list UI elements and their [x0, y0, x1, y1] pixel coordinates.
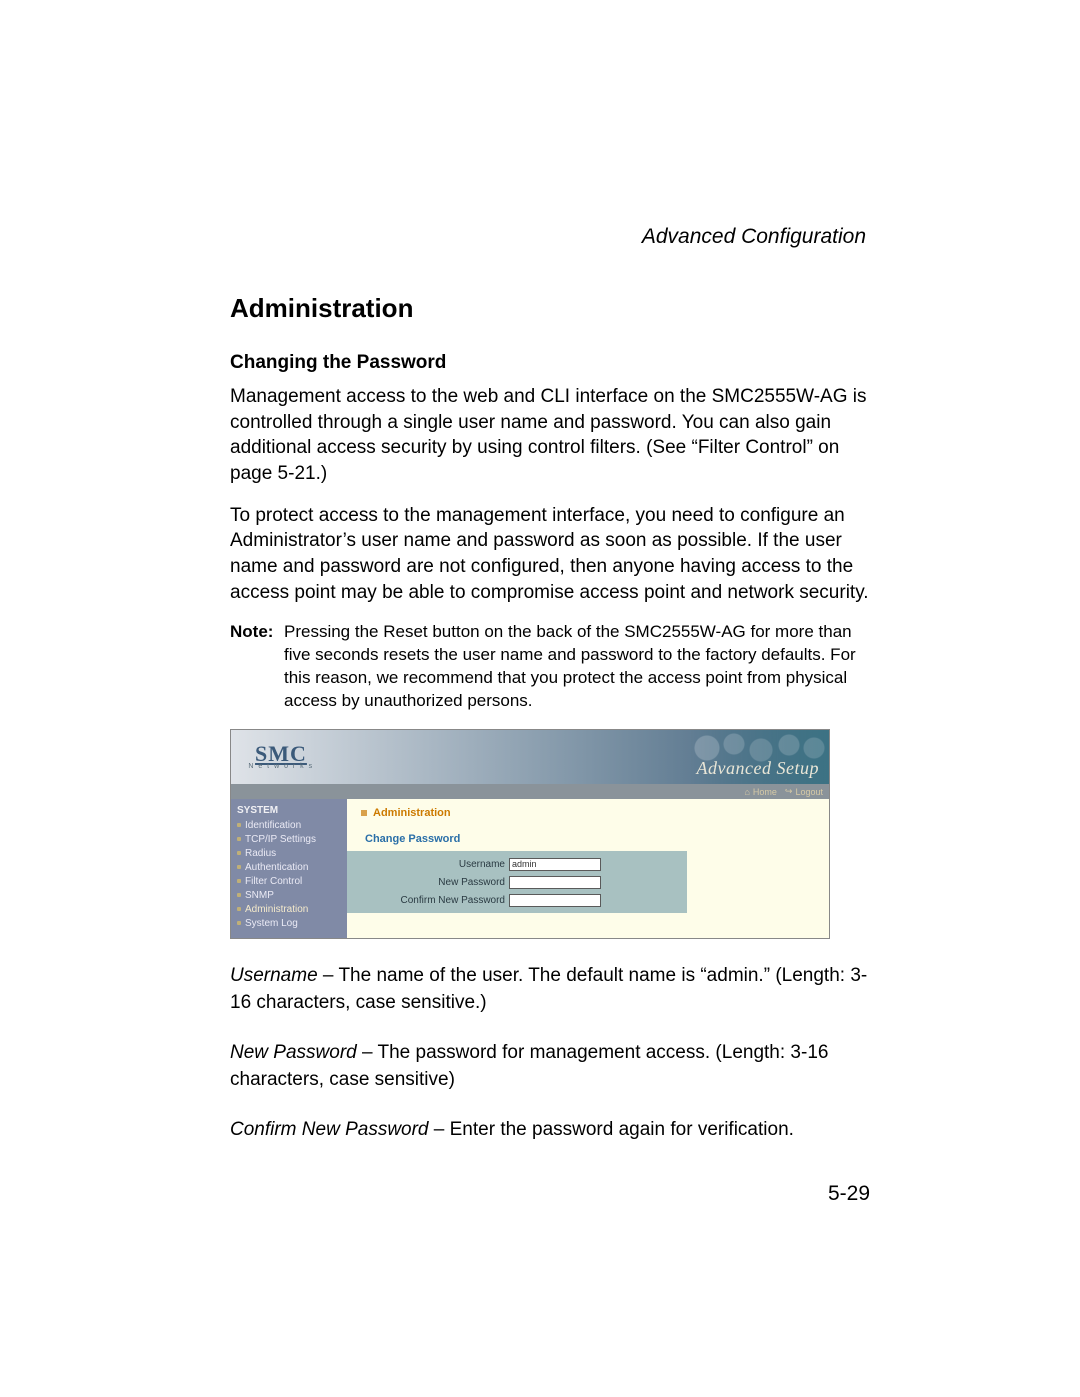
note-label: Note:	[230, 621, 284, 713]
sidebar-item[interactable]: Authentication	[231, 860, 347, 874]
screenshot-sidebar: SYSTEM IdentificationTCP/IP SettingsRadi…	[231, 799, 347, 938]
screenshot-body: SYSTEM IdentificationTCP/IP SettingsRadi…	[231, 799, 829, 938]
sidebar-item[interactable]: Identification	[231, 818, 347, 832]
banner-title-area: Advanced Setup	[331, 730, 829, 784]
field-definition: New Password – The password for manageme…	[230, 1040, 870, 1093]
note-block: Note: Pressing the Reset button on the b…	[230, 621, 870, 713]
embedded-screenshot: SMC N e t w o r k s Advanced Setup ⌂ Hom…	[230, 729, 830, 939]
field-term: Confirm New Password	[230, 1119, 429, 1140]
sidebar-heading: SYSTEM	[231, 803, 347, 818]
logout-label: Logout	[795, 787, 823, 797]
field-definition: Username – The name of the user. The def…	[230, 963, 870, 1016]
home-label: Home	[753, 787, 777, 797]
sidebar-item[interactable]: Radius	[231, 846, 347, 860]
form-input[interactable]	[509, 894, 601, 907]
banner-title: Advanced Setup	[697, 758, 819, 779]
field-term: New Password	[230, 1042, 357, 1063]
change-password-form: UsernameadminNew PasswordConfirm New Pas…	[347, 851, 687, 913]
paragraph: Management access to the web and CLI int…	[230, 384, 870, 487]
paragraph: To protect access to the management inte…	[230, 503, 870, 606]
subsection-title: Changing the Password	[230, 352, 870, 374]
page-number: 5-29	[230, 1182, 870, 1206]
content-subtitle: Change Password	[365, 833, 819, 845]
field-term: Username	[230, 965, 318, 986]
sidebar-item[interactable]: SNMP	[231, 888, 347, 902]
logout-icon: ↪	[785, 786, 793, 797]
home-link[interactable]: ⌂ Home	[744, 787, 776, 797]
logout-link[interactable]: ↪ Logout	[785, 786, 823, 797]
field-definition: Confirm New Password – Enter the passwor…	[230, 1117, 870, 1144]
form-label: Username	[347, 859, 509, 870]
form-input[interactable]	[509, 876, 601, 889]
home-icon: ⌂	[744, 787, 749, 797]
form-row: Usernameadmin	[347, 855, 687, 873]
sidebar-item[interactable]: Administration	[231, 902, 347, 916]
brand-logo-subtext: N e t w o r k s	[248, 763, 313, 770]
sidebar-item[interactable]: TCP/IP Settings	[231, 832, 347, 846]
sidebar-item[interactable]: System Log	[231, 916, 347, 930]
field-desc: – Enter the password again for verificat…	[429, 1119, 794, 1140]
screenshot-toolbar: ⌂ Home ↪ Logout	[231, 784, 829, 799]
note-body: Pressing the Reset button on the back of…	[284, 621, 870, 713]
section-title: Administration	[230, 293, 870, 324]
form-row: New Password	[347, 873, 687, 891]
screenshot-content: Administration Change Password Usernamea…	[347, 799, 829, 938]
brand-logo-text: SMC	[255, 744, 307, 764]
manual-page: Advanced Configuration Administration Ch…	[0, 0, 1080, 1306]
form-input[interactable]: admin	[509, 858, 601, 871]
running-header: Advanced Configuration	[230, 225, 870, 249]
brand-logo: SMC N e t w o r k s	[231, 730, 331, 784]
field-desc: – The name of the user. The default name…	[230, 965, 867, 1013]
form-row: Confirm New Password	[347, 891, 687, 909]
content-title: Administration	[361, 807, 451, 819]
screenshot-banner: SMC N e t w o r k s Advanced Setup	[231, 730, 829, 784]
form-label: Confirm New Password	[347, 895, 509, 906]
sidebar-item[interactable]: Filter Control	[231, 874, 347, 888]
form-label: New Password	[347, 877, 509, 888]
